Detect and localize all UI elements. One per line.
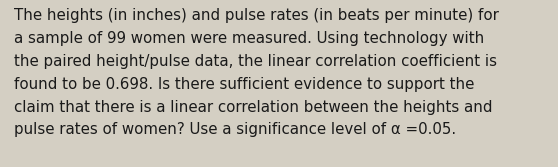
Text: The heights (in inches) and pulse rates (in beats per minute) for
a sample of 99: The heights (in inches) and pulse rates …: [14, 8, 499, 137]
